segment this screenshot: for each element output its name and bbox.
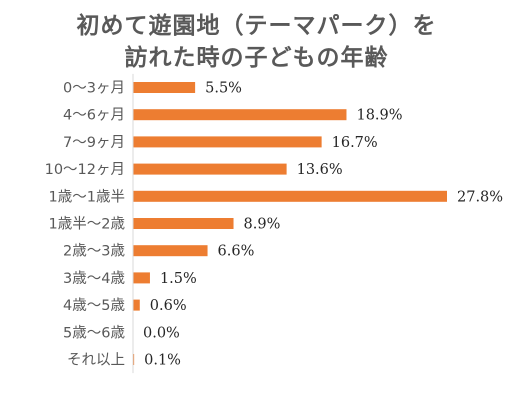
category-label: 5歳～6歳 (63, 324, 125, 341)
value-label: 1.5% (160, 271, 197, 287)
value-label: 0.0% (143, 325, 180, 341)
bar (133, 272, 150, 284)
value-label: 8.9% (244, 217, 281, 233)
bar (133, 218, 234, 229)
category-label: それ以上 (67, 352, 125, 369)
category-label: 3歳～4歳 (63, 270, 125, 287)
chart-title-line-2: 訪れた時の子どもの年齢 (124, 45, 389, 71)
bar (133, 190, 447, 202)
category-label: 4～6ヶ月 (63, 108, 125, 124)
category-label: 7～9ヶ月 (63, 135, 125, 151)
bar (133, 245, 208, 257)
value-label: 27.8% (457, 189, 503, 205)
bars-group (133, 82, 447, 365)
value-label: 18.9% (356, 108, 402, 124)
category-label: 0～3ヶ月 (63, 81, 125, 97)
bar (133, 136, 322, 148)
bar (133, 109, 347, 121)
bar (133, 299, 140, 311)
category-labels-group: 0～3ヶ月 4～6ヶ月 7～9ヶ月 10～12ヶ月 1歳～1歳半 1歳半～2歳 2歳～3歳 3… (45, 81, 125, 369)
bar (133, 82, 196, 93)
value-label: 13.6% (297, 162, 343, 178)
value-label: 16.7% (332, 135, 378, 151)
value-label: 6.6% (218, 244, 255, 260)
bar (133, 163, 287, 175)
value-label: 0.1% (144, 353, 181, 369)
chart-title-line-1: 初めて遊園地（テーマパーク）を (76, 13, 437, 39)
value-labels-group: 5.5% 18.9% 16.7% 13.6% 27.8% 8.9% 6.6% 1.5% 0.6%… (143, 81, 503, 369)
category-label: 2歳～3歳 (63, 243, 125, 260)
category-label: 10～12ヶ月 (45, 162, 125, 178)
category-label: 4歳～5歳 (63, 297, 125, 314)
value-label: 0.6% (150, 298, 187, 314)
category-label: 1歳半～2歳 (49, 216, 125, 233)
value-label: 5.5% (205, 81, 242, 97)
category-label: 1歳～1歳半 (49, 188, 125, 205)
bar (133, 354, 135, 365)
